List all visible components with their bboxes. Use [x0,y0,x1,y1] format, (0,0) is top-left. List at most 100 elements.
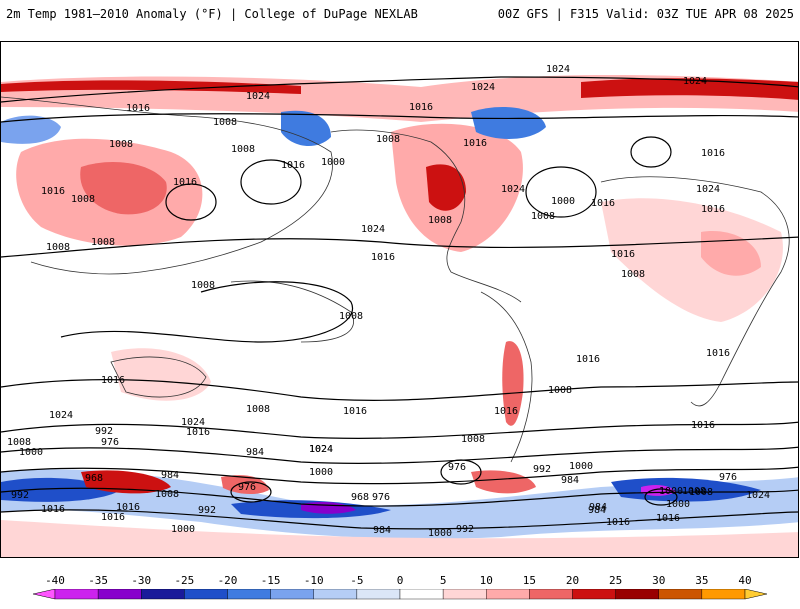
isobar-label: 1008 [682,486,706,497]
isobar-label: 1016 [494,406,518,417]
isobar-label: 1016 [576,354,600,365]
isobar-label: 1024 [746,490,770,501]
colorbar-swatch [270,589,314,600]
isobar-label: 976 [238,482,256,493]
isobar-label: 1016 [706,348,730,359]
isobar-label: 1016 [101,512,125,523]
colorbar-tick-label: 15 [522,574,536,587]
colorbar-left-arrow [32,589,56,600]
isobar-label: 1016 [591,198,615,209]
colorbar-swatch [356,589,401,600]
isobar-label: 1008 [71,194,95,205]
isobar-label: 1016 [701,148,725,159]
cold-patch-europe [1,115,61,144]
colorbar-swatch [615,589,659,600]
isobar-label: 984 [246,447,264,458]
isobar-label: 976 [372,492,390,503]
colorbar-tick-label: -15 [260,574,281,587]
colorbar-swatch [658,589,703,600]
isobar-label: 1008 [689,487,713,498]
isobar-label: 1008 [246,404,270,415]
isobar-label: 984 [373,525,391,536]
antarctic-pink-band [1,520,798,557]
isobar-label: 1000 [569,461,593,472]
isobar-label: 1000 [659,486,683,497]
colorbar-tick-label: 10 [479,574,493,587]
isobar-label: 1016 [41,504,65,515]
southern-warm-patch-1 [81,470,171,494]
model-run-info: 00Z GFS | F315 Valid: 03Z TUE APR 08 202… [497,7,794,21]
isobar-label: 968 [85,473,103,484]
isobar-label: 1016 [343,406,367,417]
isobar-label: 992 [11,490,29,501]
colorbar-tick-label: 30 [652,574,666,587]
isobar-label: 1008 [213,117,237,128]
isobar-label: 992 [456,524,474,535]
isobar-label: 1008 [531,211,555,222]
arctic-hot-core [1,80,301,94]
isobar-label: 1000 [551,196,575,207]
colorbar-swatch [701,589,746,600]
isobar-label: 1008 [428,215,452,226]
southern-ocean-deep-cold-east [611,477,761,502]
isobar-label: 1024 [471,82,495,93]
cold-patch-siberia [281,110,331,147]
map-title: 2m Temp 1981–2010 Anomaly (°F) | College… [6,7,418,21]
isobar-label: 1008 [109,139,133,150]
isobar-label: 1024 [361,224,385,235]
australia-warm [111,348,211,401]
colorbar-tick-label: 35 [695,574,709,587]
isobar-label: 1000 [428,528,452,539]
colorbar: -40 -35 -30 -25 -20 -15 -10 -5 0 5 10 15 20 25 30 35 40 [0,558,800,600]
colorbar-right-arrow [744,589,768,600]
isobar-label: 1016 [611,249,635,260]
isobar-label: 1000 [321,157,345,168]
colorbar-swatch [486,589,530,600]
isobar-label: 984 [588,505,606,516]
isobar-label: 1008 [46,242,70,253]
isobar-label: 1024 [309,444,333,455]
isobar-label: 984 [589,502,607,513]
isobar-label: 976 [719,472,737,483]
isobar-label: 1016 [691,420,715,431]
colorbar-tick-label: 0 [396,574,404,587]
isobar-label: 1016 [126,103,150,114]
colorbar-swatch [97,589,142,600]
southern-ocean-cold [1,469,798,539]
colorbar-swatch [529,589,573,600]
isobar-label: 1016 [116,502,140,513]
isobar-label: 1016 [186,427,210,438]
isobar-label: 984 [161,470,179,481]
africa-warm-core [701,231,761,276]
arctic-hot-core-east [581,78,798,100]
isobars [1,76,798,530]
colorbar-swatch [399,589,444,600]
map-frame: 1024 1024 1024 1024 1016 1016 1008 1008 … [0,41,799,558]
isobar-label: 1008 [376,134,400,145]
colorbar-tick-label: -40 [45,574,65,587]
isobar-label: 1024 [696,184,720,195]
isobar-label: 1016 [173,177,197,188]
isobar-label: 1016 [41,186,65,197]
isobar-label: 1008 [191,280,215,291]
colorbar-tick-label: -5 [350,574,364,587]
isobar-label: 1000 [309,467,333,478]
isobar-label: 1016 [463,138,487,149]
isobar-label: 1024 [49,410,73,421]
isobar-label: 1008 [7,437,31,448]
southern-warm-patch-3 [471,470,536,494]
header: 2m Temp 1981–2010 Anomaly (°F) | College… [0,0,800,40]
isobar-label: 1024 [309,444,333,455]
isobar-label: 968 [351,492,369,503]
anomaly-map: 1024 1024 1024 1024 1016 1016 1008 1008 … [1,64,798,557]
colorbar-swatch [313,589,358,600]
isobar-label: 992 [533,464,551,475]
isobar-label: 1008 [461,434,485,445]
isobar-label: 1008 [621,269,645,280]
isobar-label: 1024 [683,76,707,87]
isobar-label: 1000 [171,524,195,535]
isobar-label: 1016 [409,102,433,113]
colorbar-tick-label: 5 [439,574,447,587]
isobar-label: 976 [101,437,119,448]
isobar-label: 1024 [181,417,205,428]
